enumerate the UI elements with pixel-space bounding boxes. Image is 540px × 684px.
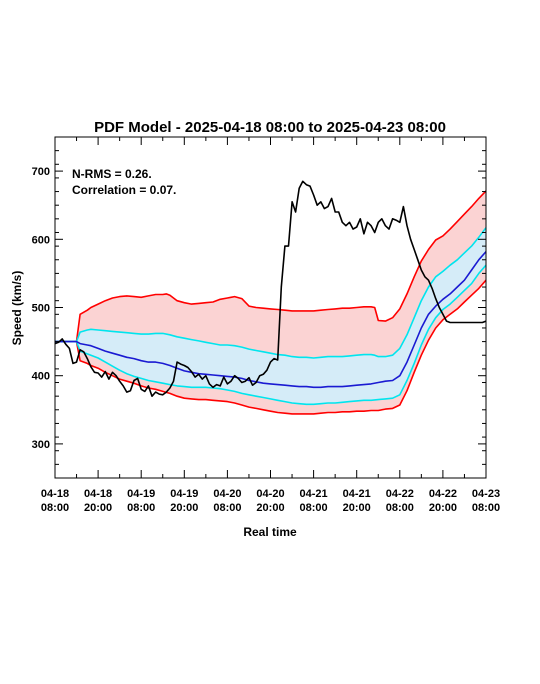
- y-tick-label: 300: [32, 439, 50, 451]
- x-tick-label-time: 08:00: [300, 502, 328, 514]
- x-tick-label-time: 08:00: [472, 502, 500, 514]
- x-axis-label: Real time: [243, 525, 297, 539]
- x-tick-label-time: 08:00: [386, 502, 414, 514]
- x-tick-label-date: 04-18: [41, 488, 69, 500]
- series-line-lower-outer: [55, 279, 487, 415]
- inner-band-fill: [55, 227, 486, 405]
- y-axis-label: Speed (km/s): [10, 271, 24, 346]
- x-tick-label-time: 20:00: [429, 502, 457, 514]
- x-tick-label-date: 04-19: [170, 488, 198, 500]
- y-tick-label: 500: [32, 303, 50, 315]
- lines-layer: [54, 180, 487, 415]
- x-tick-label-date: 04-22: [386, 488, 414, 500]
- series-line-lower-inner: [55, 264, 487, 406]
- chart-title: PDF Model - 2025-04-18 08:00 to 2025-04-…: [94, 119, 446, 136]
- x-tick-label-time: 08:00: [213, 502, 241, 514]
- x-tick-label-date: 04-21: [343, 488, 371, 500]
- correlation-annotation: Correlation = 0.07.: [72, 183, 176, 197]
- x-tick-label-date: 04-22: [429, 488, 457, 500]
- series-line-observed: [54, 180, 487, 397]
- x-tick-label-time: 20:00: [256, 502, 284, 514]
- y-tick-label: 700: [32, 166, 50, 178]
- x-tick-label-time: 08:00: [127, 502, 155, 514]
- x-tick-label-date: 04-23: [472, 488, 500, 500]
- x-tick-label-date: 04-18: [84, 488, 112, 500]
- series-line-upper-outer: [55, 190, 487, 343]
- x-tick-label-time: 20:00: [343, 502, 371, 514]
- x-tick-label-time: 20:00: [84, 502, 112, 514]
- x-tick-label-time: 08:00: [41, 502, 69, 514]
- series-line-median: [55, 251, 487, 389]
- ticks-layer: 300 400 500 600 700 04-18 08:00 04-18 20:00 04-19…: [32, 136, 500, 514]
- y-tick-label: 600: [32, 234, 50, 246]
- x-tick-label-time: 20:00: [170, 502, 198, 514]
- x-tick-label-date: 04-20: [256, 488, 284, 500]
- x-tick-label-date: 04-19: [127, 488, 155, 500]
- nrms-annotation: N-RMS = 0.26.: [72, 167, 152, 181]
- x-tick-label-date: 04-21: [300, 488, 328, 500]
- x-tick-label-date: 04-20: [213, 488, 241, 500]
- series-line-upper-inner: [55, 227, 487, 359]
- y-tick-label: 400: [32, 371, 50, 383]
- bands-layer: [55, 190, 486, 414]
